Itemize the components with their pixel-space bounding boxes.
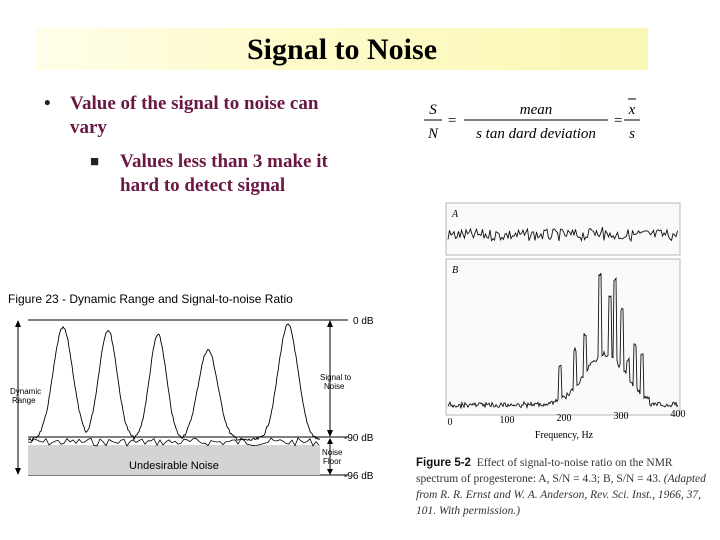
formula-lhs-num: S [429, 102, 437, 118]
formula-rhs-num: x [628, 102, 636, 118]
figure52-svg: A B 0 100 200 300 400 Frequency, Hz [445, 202, 686, 441]
x-axis-label: Frequency, Hz [535, 430, 594, 441]
formula-svg: S N = mean s tan dard deviation = x s [424, 98, 640, 142]
panel-b-frame [445, 258, 681, 416]
bullet-level2-text: Values less than 3 make it hard to detec… [120, 151, 328, 196]
x-tick-300: 300 [614, 411, 629, 422]
caption-source: (Adapted from R. R. Ernst and W. A. Ande… [416, 473, 706, 517]
signal-curve [27, 323, 321, 441]
x-tick-200: 200 [557, 413, 572, 424]
x-tick-400: 400 [671, 409, 686, 420]
label-0db: 0 dB [353, 316, 374, 327]
caption-label: Figure 5-2 [416, 457, 471, 469]
figure-5-2: A B 0 100 200 300 400 Frequency, Hz Figu… [410, 185, 720, 535]
title-band: Signal to Noise [36, 28, 648, 70]
figure-23: Figure 23 - Dynamic Range and Signal-to-… [8, 290, 378, 490]
label-noise2: Noise [322, 448, 343, 457]
figure23-title: Figure 23 - Dynamic Range and Signal-to-… [8, 292, 293, 306]
formula-mid-den: s tan dard deviation [476, 126, 596, 142]
figure23-svg: 0 dB -90 dB -96 dB Dynamic Range Signal … [10, 316, 374, 482]
x-tick-0: 0 [448, 417, 453, 428]
noise-band [28, 445, 320, 475]
bullet-list: • Value of the signal to noise can vary … [44, 92, 334, 198]
formula-lhs-den: N [427, 126, 439, 142]
label-90db: -90 dB [344, 433, 374, 444]
label-undesirable-noise: Undesirable Noise [129, 460, 219, 472]
panel-a-label: A [451, 209, 459, 220]
spectrum-b [447, 272, 679, 410]
bullet-level2: ■ Values less than 3 make it hard to det… [90, 150, 330, 198]
label-signal-to: Signal to [320, 373, 352, 382]
label-noise: Noise [324, 382, 345, 391]
panel-a-frame [445, 202, 681, 256]
bullet-level1: • Value of the signal to noise can vary [44, 92, 334, 140]
slide-title: Signal to Noise [246, 33, 438, 66]
x-tick-100: 100 [500, 415, 515, 426]
noise-floor-line [27, 437, 320, 447]
snr-formula: S N = mean s tan dard deviation = x s [420, 96, 644, 156]
bullet-dot-icon: • [44, 93, 51, 114]
formula-mid-num: mean [520, 102, 553, 118]
label-dynamic: Dynamic [10, 387, 41, 396]
figure52-caption: Figure 5-2 Effect of signal-to-noise rat… [416, 455, 716, 519]
formula-eq2: = [613, 113, 623, 129]
caption-text: Effect of signal-to-noise ratio on the N… [416, 457, 673, 485]
formula-eq1: = [447, 113, 457, 129]
label-96db: -96 dB [344, 471, 374, 482]
bullet-level1-text: Value of the signal to noise can vary [70, 93, 319, 138]
spectrum-a [447, 227, 678, 243]
label-range: Range [12, 396, 36, 405]
bullet-square-icon: ■ [90, 154, 100, 170]
panel-b-label: B [452, 265, 458, 276]
formula-rhs-den: s [629, 126, 635, 142]
label-floor: Floor [323, 457, 342, 466]
